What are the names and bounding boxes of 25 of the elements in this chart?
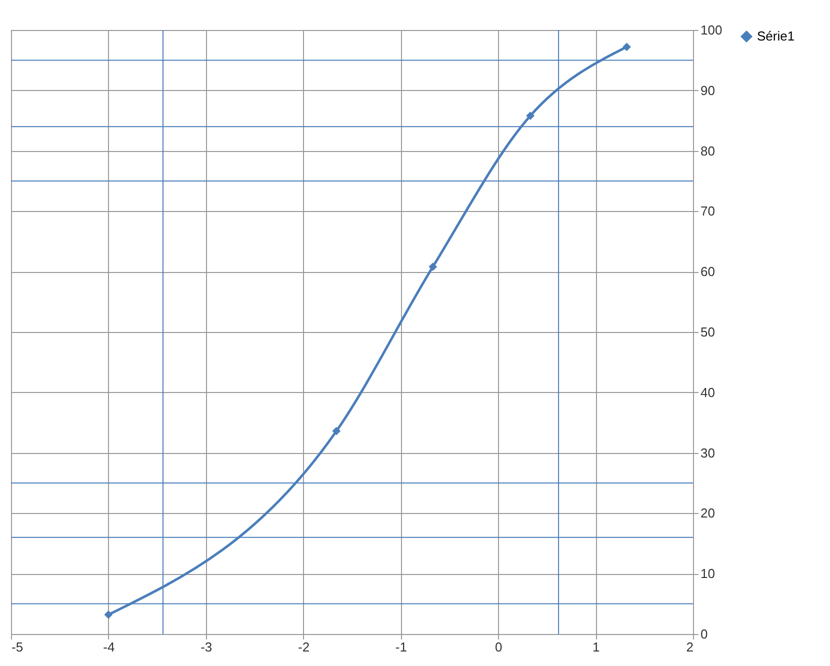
point [104, 610, 113, 619]
y-tick-label: 30 [700, 445, 715, 460]
y-tick-label: 90 [700, 82, 715, 98]
point [622, 42, 631, 52]
x-tick-label: -2 [298, 640, 310, 654]
x-tick-label: 1 [592, 640, 600, 654]
y-tick-label: 10 [700, 566, 715, 582]
x-tick-label: -3 [200, 640, 212, 654]
point [526, 112, 534, 120]
legend-label: Série1 [757, 28, 795, 44]
y-tick-label: 20 [700, 506, 715, 521]
x-tick-label: -1 [395, 640, 407, 654]
y-tick-label: 50 [700, 324, 715, 340]
y-tick-label: 0 [700, 626, 708, 642]
x-tick-label: -5 [12, 640, 24, 654]
point [428, 262, 438, 271]
y-tick-label: 80 [700, 143, 715, 158]
x-tick-label: -4 [103, 640, 115, 654]
y-tick-label: 70 [700, 204, 715, 219]
y-tick-label: 60 [700, 264, 715, 280]
y-tick-label: 100 [700, 22, 722, 38]
x-tick-label: 0 [495, 640, 502, 654]
point [332, 426, 341, 436]
y-tick-label: 40 [700, 384, 715, 400]
x-tick-label: 2 [686, 640, 694, 654]
